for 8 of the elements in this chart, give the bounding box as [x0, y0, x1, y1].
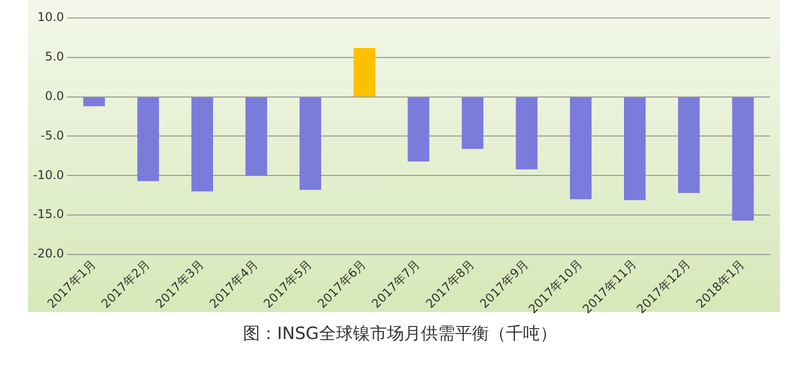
- y-tick-label: 10.0: [37, 10, 64, 24]
- y-tick-label: 0.0: [44, 88, 64, 103]
- y-tick-label: -10.0: [32, 168, 64, 182]
- text: 图：INSG全球镍市场月供需平衡（千吨）: [242, 323, 558, 345]
- y-tick-label: 5.0: [44, 50, 64, 64]
- y-tick-label: -5.0: [40, 128, 64, 142]
- y-tick-label: -20.0: [32, 246, 64, 261]
- y-tick-label: -15.0: [32, 207, 64, 222]
